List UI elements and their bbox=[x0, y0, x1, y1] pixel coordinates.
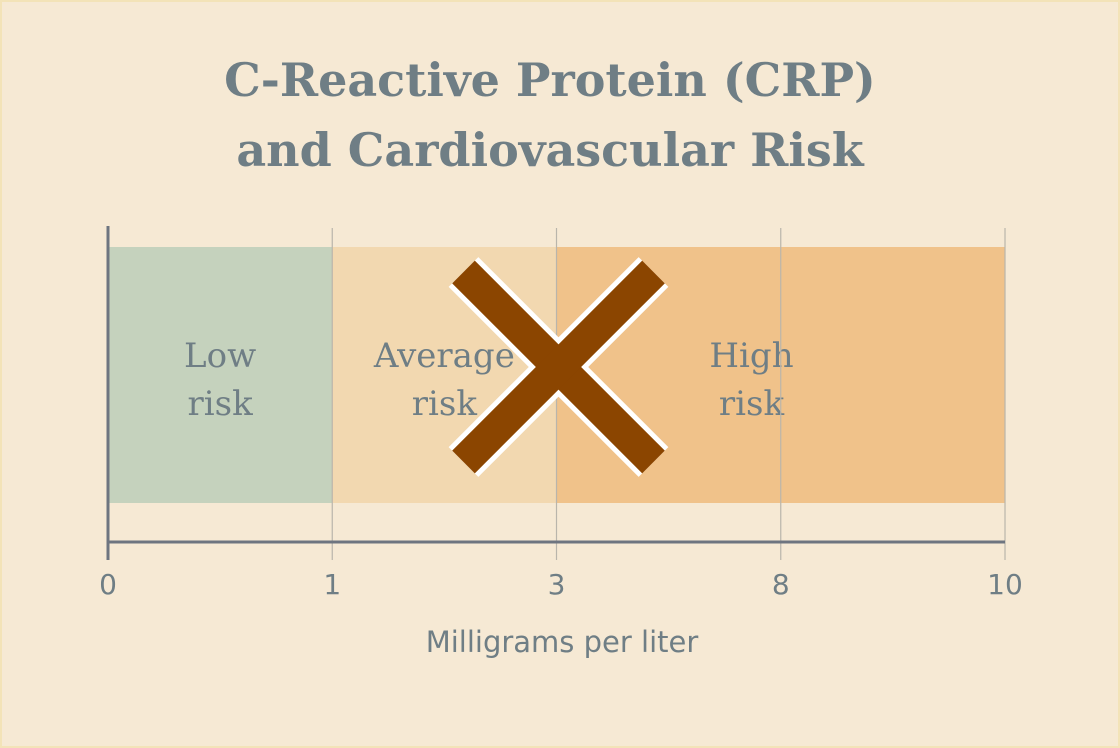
band-0 bbox=[108, 247, 333, 503]
chart-title-line-2: and Cardiovascular Risk bbox=[236, 123, 864, 177]
band-label-1-0: Average bbox=[373, 336, 515, 376]
band-label-0-0: Low bbox=[184, 336, 256, 376]
tick-label-4: 10 bbox=[987, 568, 1023, 601]
tick-label-0: 0 bbox=[99, 568, 117, 601]
x-axis-label: Milligrams per liter bbox=[426, 625, 699, 659]
tick-label-2: 3 bbox=[548, 568, 566, 601]
tick-label-1: 1 bbox=[323, 568, 341, 601]
band-label-2-0: High bbox=[709, 336, 793, 376]
band-label-2-1: risk bbox=[719, 384, 785, 424]
chart-title-line-1: C-Reactive Protein (CRP) bbox=[224, 53, 876, 107]
band-label-0-1: risk bbox=[188, 384, 254, 424]
band-1 bbox=[332, 247, 557, 503]
x-cross-icon bbox=[448, 257, 669, 477]
x-stroke-1 bbox=[452, 260, 665, 474]
band-label-1-1: risk bbox=[412, 384, 478, 424]
tick-label-3: 8 bbox=[772, 568, 790, 601]
